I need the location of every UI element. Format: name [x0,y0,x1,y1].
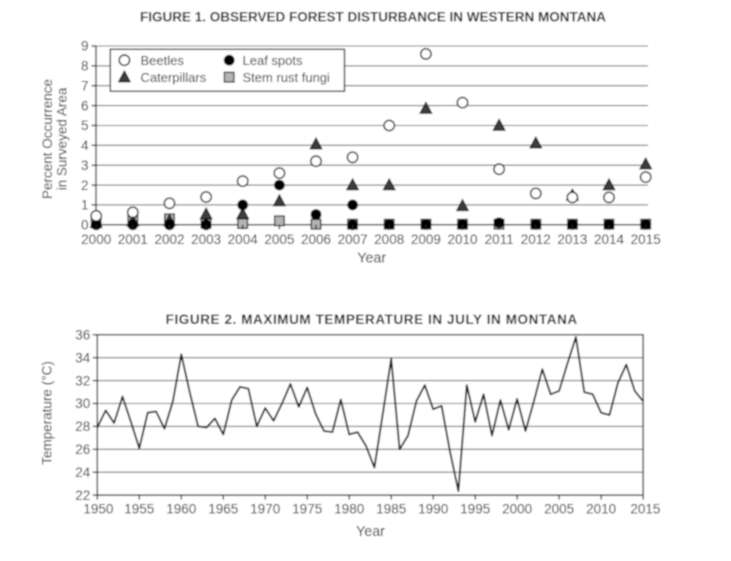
svg-text:2005: 2005 [264,232,294,247]
svg-text:Percent Occurrence: Percent Occurrence [40,79,55,199]
svg-text:2008: 2008 [374,232,404,247]
svg-text:2001: 2001 [118,232,148,247]
svg-text:5: 5 [81,118,89,133]
svg-text:1985: 1985 [376,502,406,517]
svg-text:Caterpillars: Caterpillars [141,70,207,85]
svg-text:Year: Year [357,251,386,267]
svg-text:2015: 2015 [631,232,661,247]
svg-text:30: 30 [75,396,90,411]
svg-text:1975: 1975 [292,502,322,517]
svg-text:2002: 2002 [154,232,184,247]
svg-text:1990: 1990 [418,502,448,517]
svg-text:2012: 2012 [521,232,551,247]
svg-text:Stem rust fungi: Stem rust fungi [243,70,331,85]
svg-text:FIGURE 2. MAXIMUM TEMPERATURE: FIGURE 2. MAXIMUM TEMPERATURE IN JULY IN… [166,312,578,327]
svg-text:Year: Year [356,524,385,540]
svg-text:1960: 1960 [166,502,196,517]
svg-text:1980: 1980 [334,502,364,517]
svg-text:3: 3 [81,158,89,173]
svg-text:2010: 2010 [586,502,616,517]
svg-text:2013: 2013 [557,232,587,247]
svg-text:8: 8 [81,59,89,74]
svg-text:1965: 1965 [208,502,238,517]
svg-text:2011: 2011 [485,232,514,247]
svg-text:7: 7 [81,78,89,93]
svg-text:2003: 2003 [191,232,221,247]
svg-text:Temperature (°C): Temperature (°C) [40,361,55,465]
svg-text:Leaf spots: Leaf spots [243,53,303,68]
svg-text:2009: 2009 [411,232,441,247]
svg-text:2006: 2006 [301,232,331,247]
svg-text:2: 2 [81,178,89,193]
svg-text:2007: 2007 [338,232,368,247]
svg-text:4: 4 [81,138,89,153]
svg-text:1: 1 [81,198,89,213]
svg-text:2005: 2005 [544,502,574,517]
svg-text:in Surveyed Area: in Surveyed Area [55,87,70,190]
svg-text:1970: 1970 [250,502,280,517]
svg-text:28: 28 [75,419,90,434]
svg-text:6: 6 [81,98,89,113]
svg-text:32: 32 [75,373,90,388]
svg-text:2014: 2014 [594,232,625,247]
svg-text:34: 34 [75,350,91,365]
svg-text:36: 36 [75,328,90,343]
svg-text:0: 0 [81,218,89,233]
svg-text:22: 22 [75,488,90,503]
svg-text:2010: 2010 [447,232,477,247]
svg-text:24: 24 [75,465,91,480]
svg-text:2000: 2000 [81,232,111,247]
svg-text:Beetles: Beetles [141,53,185,68]
svg-text:1995: 1995 [460,502,490,517]
svg-text:FIGURE 1. OBSERVED FOREST DIST: FIGURE 1. OBSERVED FOREST DISTURBANCE IN… [140,10,606,25]
svg-text:2000: 2000 [502,502,532,517]
svg-text:1950: 1950 [83,502,113,517]
svg-text:26: 26 [75,442,90,457]
svg-text:2004: 2004 [228,232,259,247]
svg-text:9: 9 [81,39,89,54]
svg-text:2015: 2015 [630,502,660,517]
svg-text:1955: 1955 [124,502,154,517]
